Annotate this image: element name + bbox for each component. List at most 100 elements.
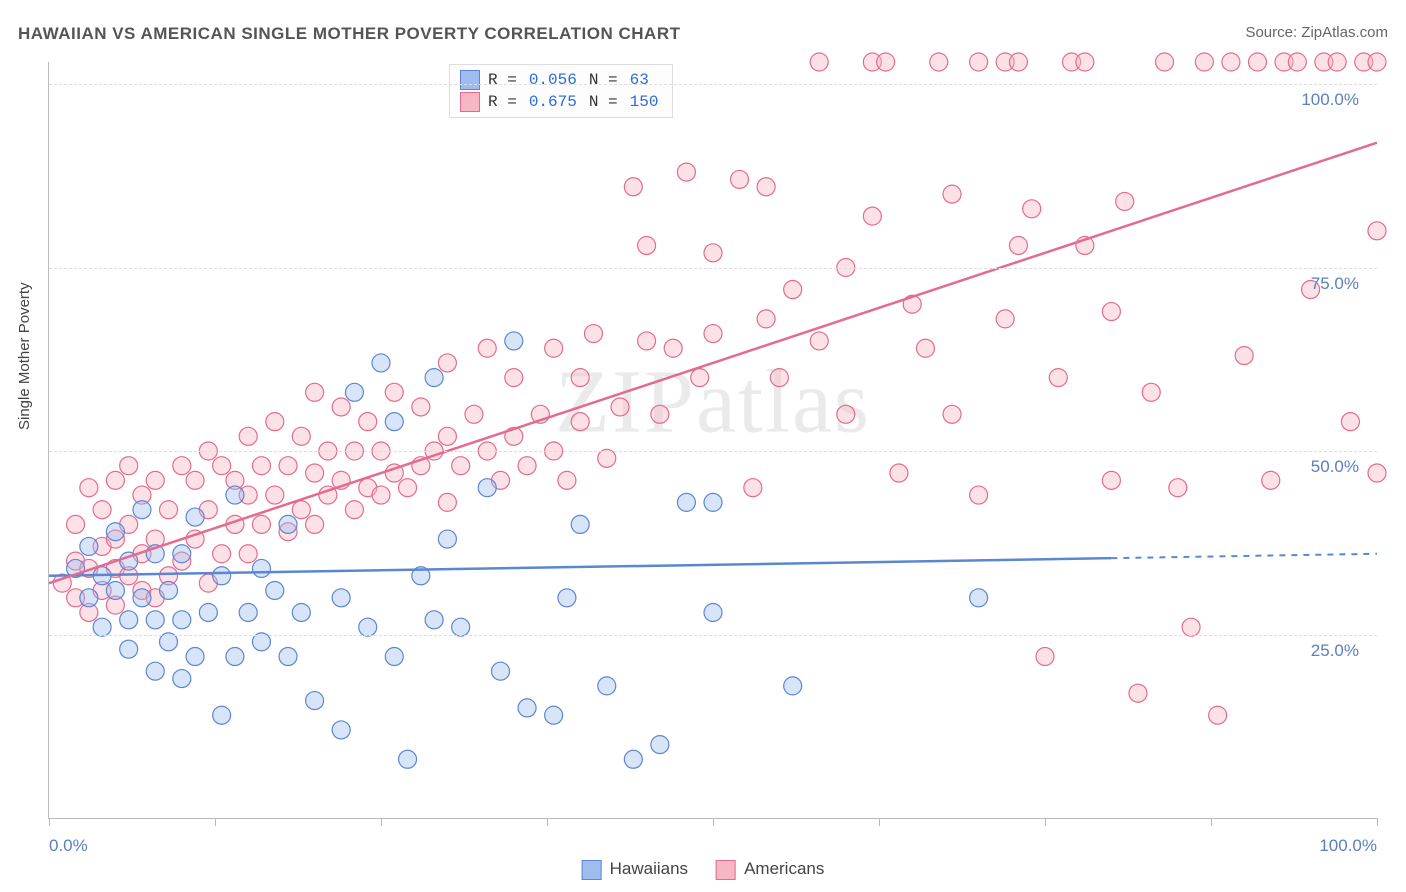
scatter-point	[545, 339, 563, 357]
scatter-point	[664, 339, 682, 357]
scatter-point	[598, 677, 616, 695]
scatter-point	[770, 369, 788, 387]
scatter-point	[173, 457, 191, 475]
scatter-point	[106, 523, 124, 541]
scatter-point	[438, 530, 456, 548]
scatter-point	[226, 648, 244, 666]
y-tick-label: 50.0%	[1311, 457, 1359, 477]
scatter-point	[810, 332, 828, 350]
scatter-point	[438, 354, 456, 372]
scatter-point	[93, 501, 111, 519]
legend-label: Americans	[744, 859, 824, 878]
r-label: R =	[488, 91, 517, 113]
scatter-point	[80, 589, 98, 607]
scatter-point	[160, 501, 178, 519]
scatter-point	[1222, 53, 1240, 71]
scatter-point	[558, 471, 576, 489]
scatter-point	[438, 493, 456, 511]
scatter-point	[173, 670, 191, 688]
scatter-point	[651, 405, 669, 423]
scatter-point	[345, 501, 363, 519]
scatter-point	[385, 383, 403, 401]
scatter-point	[93, 618, 111, 636]
scatter-point	[425, 369, 443, 387]
scatter-point	[133, 501, 151, 519]
scatter-point	[279, 648, 297, 666]
scatter-point	[571, 413, 589, 431]
scatter-point	[106, 471, 124, 489]
legend-swatch	[460, 70, 480, 90]
scatter-point	[744, 479, 762, 497]
scatter-point	[292, 427, 310, 445]
scatter-point	[332, 398, 350, 416]
scatter-point	[1102, 471, 1120, 489]
scatter-point	[266, 581, 284, 599]
scatter-point	[492, 662, 510, 680]
scatter-point	[146, 611, 164, 629]
scatter-point	[306, 464, 324, 482]
x-tick	[547, 818, 548, 826]
x-tick	[1211, 818, 1212, 826]
n-value: 63	[626, 69, 653, 91]
scatter-point	[80, 537, 98, 555]
n-value: 150	[626, 91, 663, 113]
legend-swatch	[582, 860, 602, 880]
scatter-point	[1209, 706, 1227, 724]
scatter-point	[1102, 303, 1120, 321]
scatter-point	[213, 706, 231, 724]
scatter-point	[452, 618, 470, 636]
scatter-point	[571, 369, 589, 387]
x-tick	[879, 818, 880, 826]
scatter-point	[810, 53, 828, 71]
x-tick	[215, 818, 216, 826]
scatter-point	[279, 515, 297, 533]
scatter-point	[943, 185, 961, 203]
scatter-point	[186, 648, 204, 666]
scatter-point	[624, 750, 642, 768]
scatter-point	[1009, 236, 1027, 254]
scatter-point	[292, 603, 310, 621]
scatter-point	[239, 603, 257, 621]
x-tick-right: 100.0%	[1319, 836, 1377, 856]
scatter-point	[757, 178, 775, 196]
trend-line	[49, 143, 1377, 583]
scatter-point	[385, 413, 403, 431]
scatter-point	[1262, 471, 1280, 489]
scatter-point	[704, 493, 722, 511]
scatter-point	[1036, 648, 1054, 666]
legend-item: Hawaiians	[582, 859, 688, 880]
scatter-point	[837, 405, 855, 423]
scatter-point	[160, 633, 178, 651]
scatter-point	[704, 325, 722, 343]
scatter-point	[1368, 464, 1386, 482]
scatter-point	[425, 611, 443, 629]
scatter-point	[332, 721, 350, 739]
scatter-point	[638, 332, 656, 350]
scatter-point	[677, 493, 695, 511]
plot-svg	[49, 62, 1377, 818]
scatter-point	[359, 618, 377, 636]
scatter-point	[306, 692, 324, 710]
scatter-point	[505, 332, 523, 350]
x-tick-left: 0.0%	[49, 836, 88, 856]
scatter-point	[970, 589, 988, 607]
scatter-point	[252, 457, 270, 475]
scatter-point	[943, 405, 961, 423]
scatter-point	[890, 464, 908, 482]
y-axis-label: Single Mother Poverty	[16, 282, 33, 430]
scatter-point	[438, 427, 456, 445]
scatter-point	[784, 281, 802, 299]
scatter-point	[266, 486, 284, 504]
scatter-point	[372, 354, 390, 372]
stats-legend: R =0.056N = 63R =0.675N =150	[449, 64, 673, 118]
scatter-point	[505, 369, 523, 387]
scatter-point	[1368, 222, 1386, 240]
scatter-point	[930, 53, 948, 71]
scatter-point	[146, 471, 164, 489]
scatter-point	[213, 545, 231, 563]
scatter-point	[624, 178, 642, 196]
scatter-point	[120, 640, 138, 658]
scatter-point	[120, 457, 138, 475]
scatter-point	[292, 501, 310, 519]
legend-swatch	[460, 92, 480, 112]
